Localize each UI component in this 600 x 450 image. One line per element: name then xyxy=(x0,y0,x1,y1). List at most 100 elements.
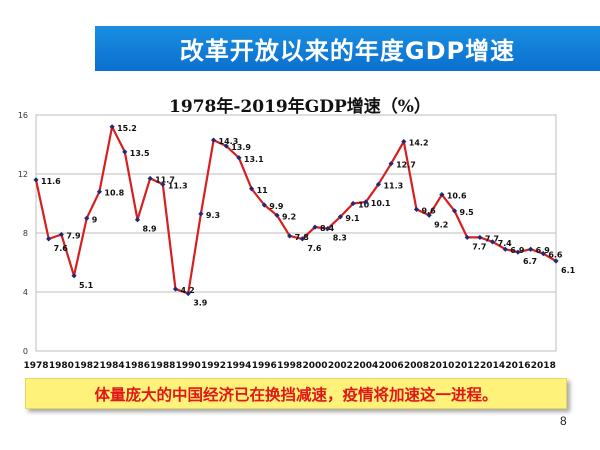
data-point-marker xyxy=(515,249,521,255)
x-tick-label: 2002 xyxy=(328,361,353,371)
x-tick-label: 2016 xyxy=(505,361,530,371)
x-tick-label: 1992 xyxy=(201,361,226,371)
data-point-marker xyxy=(312,224,318,230)
data-label: 14.3 xyxy=(219,137,239,146)
data-point-marker xyxy=(249,186,255,192)
data-point-marker xyxy=(528,246,534,252)
data-label: 9.1 xyxy=(345,214,360,223)
data-point-marker xyxy=(337,214,343,220)
data-point-marker xyxy=(236,155,242,161)
data-point-marker xyxy=(198,211,204,217)
data-label: 13.9 xyxy=(231,143,251,152)
x-tick-label: 1978 xyxy=(23,361,48,371)
data-label: 6.6 xyxy=(548,251,563,260)
data-label: 4.2 xyxy=(181,286,195,295)
data-label: 7.4 xyxy=(498,239,513,248)
data-label: 11.3 xyxy=(383,181,403,190)
data-label: 7.6 xyxy=(54,244,69,253)
data-label: 12.7 xyxy=(396,161,416,170)
plot-area-frame xyxy=(35,114,557,352)
data-label: 8.3 xyxy=(333,234,347,243)
x-tick-label: 1982 xyxy=(74,361,99,371)
y-tick-label: 0 xyxy=(23,347,28,356)
data-point-marker xyxy=(451,208,458,214)
data-point-marker xyxy=(160,181,166,187)
x-tick-label: 1990 xyxy=(176,361,201,371)
data-label: 5.1 xyxy=(79,281,94,290)
data-point-marker xyxy=(134,217,141,223)
x-tick-label: 2000 xyxy=(302,361,327,371)
data-label: 9 xyxy=(92,215,98,224)
data-label: 10 xyxy=(358,201,370,210)
data-label: 11.6 xyxy=(41,177,61,186)
data-label: 9.3 xyxy=(206,211,220,220)
data-label: 7.7 xyxy=(472,242,486,251)
data-label: 6.1 xyxy=(561,266,576,275)
series-line-gdp-growth xyxy=(34,125,557,295)
x-tick-label: 2014 xyxy=(480,361,505,371)
slide-title: 改革开放以来的年度GDP增速 xyxy=(179,37,516,65)
data-point-marker xyxy=(325,225,331,232)
data-point-marker xyxy=(147,175,153,182)
x-tick-label: 1980 xyxy=(49,361,74,371)
data-label: 11.3 xyxy=(168,181,188,190)
data-point-marker xyxy=(46,236,52,242)
data-point-marker xyxy=(109,124,115,130)
data-label: 11 xyxy=(257,186,269,195)
data-label: 14.2 xyxy=(409,139,429,148)
callout-text: 体量庞大的中国经济已在换挡减速，疫情将加速这一进程。 xyxy=(94,385,498,404)
data-point-marker xyxy=(96,189,103,195)
data-point-marker xyxy=(477,234,483,241)
data-label: 9.5 xyxy=(460,208,475,217)
y-tick-label: 12 xyxy=(18,170,28,179)
x-tick-label: 1996 xyxy=(252,361,277,371)
data-label: 8.9 xyxy=(142,225,157,234)
data-label: 13.1 xyxy=(244,155,264,164)
data-point-marker xyxy=(439,192,445,198)
data-point-marker xyxy=(58,231,64,238)
data-point-marker xyxy=(502,246,508,252)
data-point-marker xyxy=(401,138,407,145)
x-tick-label: 1988 xyxy=(150,361,175,371)
data-point-marker xyxy=(299,236,305,242)
x-tick-label: 2004 xyxy=(353,361,378,371)
data-label: 10.8 xyxy=(104,189,124,198)
data-label: 9.9 xyxy=(269,202,284,211)
x-tick-label: 1986 xyxy=(125,361,150,371)
data-label: 11.7 xyxy=(155,175,175,184)
x-tick-label: 1994 xyxy=(226,361,251,371)
x-tick-label: 2010 xyxy=(429,361,454,371)
y-tick-label: 8 xyxy=(23,229,28,238)
data-point-marker xyxy=(350,200,356,207)
y-tick-label: 16 xyxy=(18,111,28,120)
data-point-marker xyxy=(464,234,470,241)
data-label: 10.6 xyxy=(447,192,467,201)
data-label: 9.6 xyxy=(421,206,436,215)
data-label: 6.9 xyxy=(536,246,551,255)
data-point-marker xyxy=(413,206,420,212)
y-tick-label: 4 xyxy=(23,288,28,297)
data-label: 9.2 xyxy=(434,220,448,229)
data-label: 15.2 xyxy=(117,124,137,133)
x-tick-label: 1984 xyxy=(100,361,125,371)
data-point-marker xyxy=(553,258,559,264)
data-point-marker xyxy=(375,181,382,187)
data-point-marker xyxy=(261,202,267,208)
data-label: 6.7 xyxy=(523,257,537,266)
callout-box: 体量庞大的中国经济已在换挡减速，疫情将加速这一进程。 xyxy=(25,378,567,409)
data-point-marker xyxy=(84,215,90,221)
data-point-marker xyxy=(489,239,496,245)
page-number: 8 xyxy=(560,414,567,428)
data-label: 7.9 xyxy=(66,231,81,240)
data-point-marker xyxy=(363,199,369,205)
data-point-marker xyxy=(210,137,217,143)
x-tick-label: 2012 xyxy=(455,361,480,371)
data-point-marker xyxy=(388,161,394,167)
slide-title-banner: 改革开放以来的年度GDP增速 xyxy=(95,26,600,71)
data-point-marker xyxy=(172,286,179,292)
data-point-marker xyxy=(287,233,293,239)
data-label: 9.2 xyxy=(282,212,296,221)
data-point-marker xyxy=(223,143,229,149)
data-point-marker xyxy=(185,290,191,297)
